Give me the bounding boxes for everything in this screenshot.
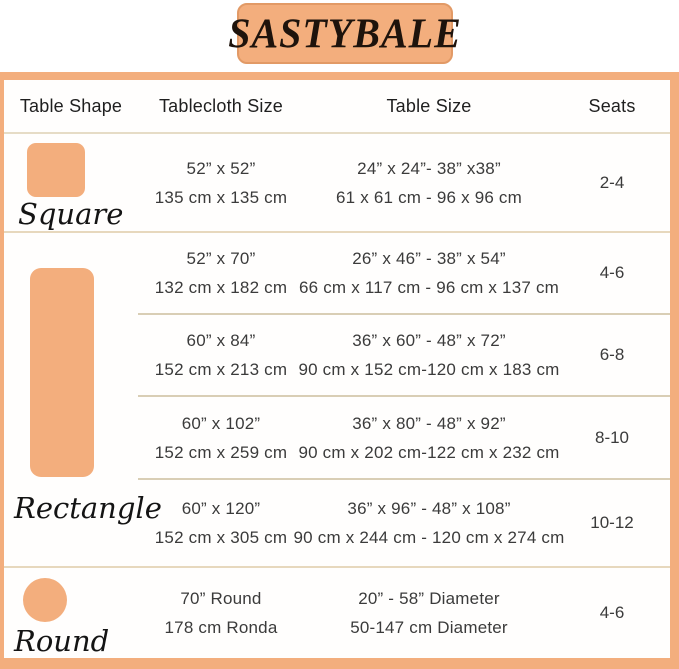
size-cm: 61 x 61 cm - 96 x 96 cm xyxy=(335,187,522,207)
size-inches: 52” x 70” xyxy=(186,249,256,268)
shape-cell-square: Square xyxy=(4,134,138,233)
shape-cell-round: Round xyxy=(4,568,138,658)
column-header-tablecloth-size: Tablecloth Size xyxy=(138,80,304,134)
table-size-cell: 20” - 58” Diameter 50-147 cm Diameter xyxy=(304,568,554,658)
tablecloth-size-cell: 52” x 70” 132 cm x 182 cm xyxy=(138,233,304,315)
brand-name: SASTYBALE xyxy=(228,9,462,58)
tablecloth-size-cell: 60” x 102” 152 cm x 259 cm xyxy=(138,397,304,480)
seats-value: 8-10 xyxy=(594,427,630,447)
tablecloth-size-cell: 70” Round 178 cm Ronda xyxy=(138,568,304,658)
size-cm: 178 cm Ronda xyxy=(164,618,278,637)
shape-label-square: Square xyxy=(18,197,124,231)
size-cm: 90 cm x 152 cm-120 cm x 183 cm xyxy=(298,360,560,379)
column-header-table-shape: Table Shape xyxy=(4,80,138,134)
size-inches: 52” x 52” xyxy=(186,158,256,178)
column-header-seats: Seats xyxy=(554,80,670,134)
size-cm: 152 cm x 259 cm xyxy=(154,442,288,462)
size-chart-grid: Table Shape Tablecloth Size Table Size S… xyxy=(4,80,670,658)
size-inches: 60” x 120” xyxy=(181,499,261,518)
size-inches: 70” Round xyxy=(180,589,262,608)
round-shape-icon xyxy=(23,578,67,622)
size-inches: 36” x 60” - 48” x 72” xyxy=(352,331,506,350)
brand-banner: SASTYBALE xyxy=(228,3,461,64)
seats-value: 10-12 xyxy=(590,513,634,532)
size-cm: 152 cm x 213 cm xyxy=(154,360,288,379)
square-shape-icon xyxy=(27,143,85,197)
size-inches: 20” - 58” Diameter xyxy=(358,589,500,608)
tablecloth-size-cell: 60” x 120” 152 cm x 305 cm xyxy=(138,480,304,568)
seats-cell: 4-6 xyxy=(554,233,670,315)
rectangle-shape-icon xyxy=(30,268,94,477)
column-header-table-size: Table Size xyxy=(304,80,554,134)
table-size-cell: 36” x 60” - 48” x 72” 90 cm x 152 cm-120… xyxy=(298,315,559,397)
tablecloth-size-cell: 52” x 52” 135 cm x 135 cm xyxy=(138,134,304,233)
size-cm: 135 cm x 135 cm xyxy=(154,187,288,207)
size-cm: 90 cm x 244 cm - 120 cm x 274 cm xyxy=(293,528,565,547)
table-size-cell: 36” x 80” - 48” x 92” 90 cm x 202 cm-122… xyxy=(298,397,559,480)
size-cm: 66 cm x 117 cm - 96 cm x 137 cm xyxy=(298,278,560,297)
seats-cell: 4-6 xyxy=(554,568,670,658)
seats-value: 2-4 xyxy=(599,172,625,192)
shape-label-rectangle: Rectangle xyxy=(14,491,162,525)
size-inches: 60” x 102” xyxy=(181,413,261,433)
size-chart-table: Table Shape Tablecloth Size Table Size S… xyxy=(0,72,679,669)
size-inches: 24” x 24”- 38” x38” xyxy=(357,158,501,178)
seats-value: 6-8 xyxy=(599,345,625,364)
size-cm: 152 cm x 305 cm xyxy=(154,528,288,547)
size-inches: 36” x 96” - 48” x 108” xyxy=(347,499,511,518)
size-inches: 36” x 80” - 48” x 92” xyxy=(352,413,506,433)
table-size-cell: 26” x 46” - 38” x 54” 66 cm x 117 cm - 9… xyxy=(299,233,559,315)
seats-cell: 2-4 xyxy=(554,134,670,233)
tablecloth-size-cell: 60” x 84” 152 cm x 213 cm xyxy=(138,315,304,397)
size-cm: 50-147 cm Diameter xyxy=(350,618,508,637)
seats-cell: 8-10 xyxy=(554,397,670,480)
shape-label-round: Round xyxy=(14,624,110,658)
size-inches: 26” x 46” - 38” x 54” xyxy=(352,249,506,268)
shape-cell-rectangle: Rectangle xyxy=(4,233,162,568)
table-size-cell: 24” x 24”- 38” x38” 61 x 61 cm - 96 x 96… xyxy=(304,134,554,233)
seats-value: 4-6 xyxy=(599,603,625,622)
seats-cell: 10-12 xyxy=(554,480,670,568)
size-inches: 60” x 84” xyxy=(186,331,256,350)
seats-value: 4-6 xyxy=(599,263,625,282)
table-size-cell: 36” x 96” - 48” x 108” 90 cm x 244 cm - … xyxy=(294,480,564,568)
size-cm: 90 cm x 202 cm-122 cm x 232 cm xyxy=(298,442,560,462)
seats-cell: 6-8 xyxy=(554,315,670,397)
size-cm: 132 cm x 182 cm xyxy=(154,278,288,297)
